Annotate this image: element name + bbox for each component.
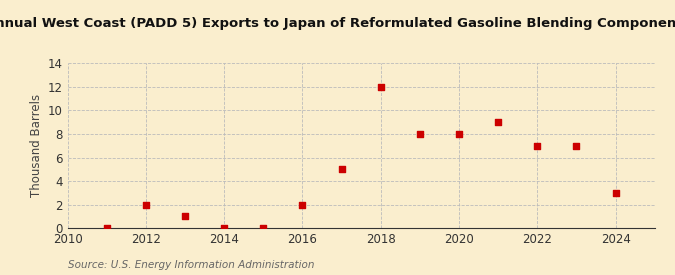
Point	[375, 85, 386, 89]
Point	[336, 167, 347, 172]
Point	[493, 120, 504, 124]
Text: Source: U.S. Energy Information Administration: Source: U.S. Energy Information Administ…	[68, 260, 314, 270]
Point	[297, 202, 308, 207]
Point	[258, 226, 269, 230]
Point	[101, 226, 112, 230]
Text: Annual West Coast (PADD 5) Exports to Japan of Reformulated Gasoline Blending Co: Annual West Coast (PADD 5) Exports to Ja…	[0, 16, 675, 29]
Point	[140, 202, 151, 207]
Point	[571, 144, 582, 148]
Point	[219, 226, 230, 230]
Point	[610, 191, 621, 195]
Point	[414, 132, 425, 136]
Point	[180, 214, 190, 219]
Y-axis label: Thousand Barrels: Thousand Barrels	[30, 94, 43, 197]
Point	[532, 144, 543, 148]
Point	[454, 132, 464, 136]
